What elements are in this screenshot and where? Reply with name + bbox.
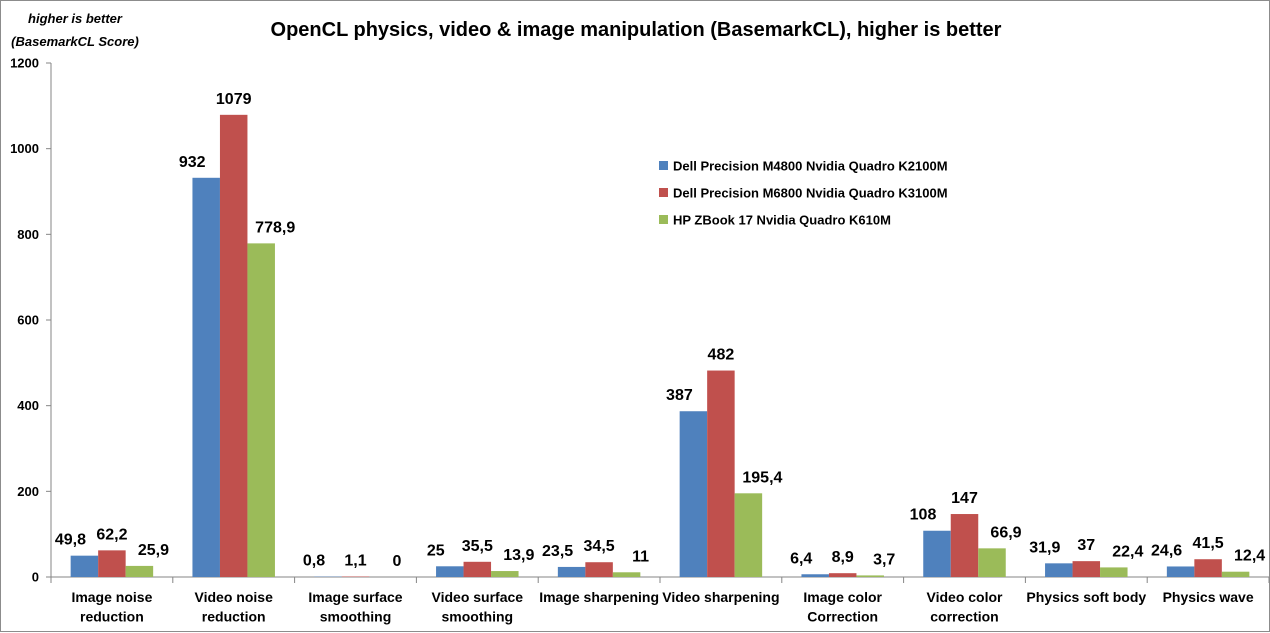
x-category-label: Physics wave [1163,589,1254,605]
bar [126,566,153,577]
y-tick-label: 1200 [10,56,39,71]
x-category-label: smoothing [320,609,392,625]
bar [1073,561,1101,577]
bar [1100,567,1128,577]
x-category-label: reduction [202,609,266,625]
bar [1222,572,1250,577]
bar [436,566,464,577]
data-label: 34,5 [584,538,615,555]
y-axis-note-line-2: (BasemarkCL Score) [11,34,139,49]
data-label: 6,4 [790,550,812,567]
bar [951,514,979,577]
legend-swatch [659,161,668,170]
bar [98,550,126,577]
x-category-label: Image sharpening [539,589,659,605]
bar [1045,563,1073,577]
bar [192,178,220,577]
data-label: 1079 [216,91,252,108]
data-label: 22,4 [1112,543,1143,560]
x-category-label: Image surface [308,589,402,605]
bar [1167,566,1195,577]
y-tick-label: 400 [17,398,39,413]
data-label: 147 [951,490,978,507]
data-label: 62,2 [96,526,127,543]
data-label: 23,5 [542,543,573,560]
bar [585,562,613,577]
bar [680,411,708,577]
bar [829,573,857,577]
data-label: 31,9 [1029,539,1060,556]
data-label: 8,9 [832,549,854,566]
bar [247,243,275,577]
data-label: 25,9 [138,542,169,559]
bar [1194,559,1222,577]
data-label: 24,6 [1151,542,1182,559]
data-label: 41,5 [1193,535,1224,552]
data-label: 49,8 [55,532,86,549]
x-category-label: reduction [80,609,144,625]
bar [856,575,884,577]
data-label: 195,4 [742,469,782,486]
legend-swatch [659,215,668,224]
data-label: 932 [179,154,206,171]
bar [801,574,829,577]
bar [707,371,735,577]
legend-swatch [659,188,668,197]
data-label: 37 [1077,537,1095,554]
bar [613,572,641,577]
x-category-label: Video sharpening [662,589,779,605]
y-tick-label: 600 [17,313,39,328]
chart-title: OpenCL physics, video & image manipulati… [271,19,1002,41]
data-label: 1,1 [344,553,366,570]
data-label: 66,9 [990,524,1021,541]
data-label: 11 [632,548,649,565]
x-category-label: Image color [803,589,882,605]
x-category-label: correction [930,609,998,625]
data-label: 108 [910,507,937,524]
data-label: 482 [708,347,735,364]
data-label: 0 [393,553,402,570]
bar [220,115,248,577]
data-label: 0,8 [303,553,325,570]
bar [978,548,1006,577]
bar [923,531,951,577]
legend-label: Dell Precision M4800 Nvidia Quadro K2100… [673,159,948,174]
y-tick-label: 800 [17,227,39,242]
x-category-label: Video noise [195,589,274,605]
legend-label: HP ZBook 17 Nvidia Quadro K610M [673,213,891,228]
data-label: 387 [666,387,693,404]
bar [491,571,519,577]
y-tick-label: 1000 [10,141,39,156]
y-axis-note-line-1: higher is better [28,11,123,26]
data-label: 778,9 [255,219,295,236]
legend-label: Dell Precision M6800 Nvidia Quadro K3100… [673,186,948,201]
bar [71,556,99,577]
bar [735,493,763,577]
y-tick-label: 0 [32,570,39,585]
bars [71,115,1250,577]
legend: Dell Precision M4800 Nvidia Quadro K2100… [659,159,948,228]
x-category-label: Physics soft body [1026,589,1146,605]
data-label: 35,5 [462,538,493,555]
bar [464,562,492,577]
data-label: 13,9 [503,547,534,564]
bar [558,567,586,577]
data-label: 25 [427,542,445,559]
x-category-label: Correction [807,609,878,625]
x-category-label: Video color [927,589,1004,605]
data-label: 12,4 [1234,548,1265,565]
x-category-label: Video surface [432,589,524,605]
y-tick-label: 200 [17,484,39,499]
x-category-label: Image noise [71,589,152,605]
x-category-label: smoothing [442,609,514,625]
data-label: 3,7 [873,551,895,568]
